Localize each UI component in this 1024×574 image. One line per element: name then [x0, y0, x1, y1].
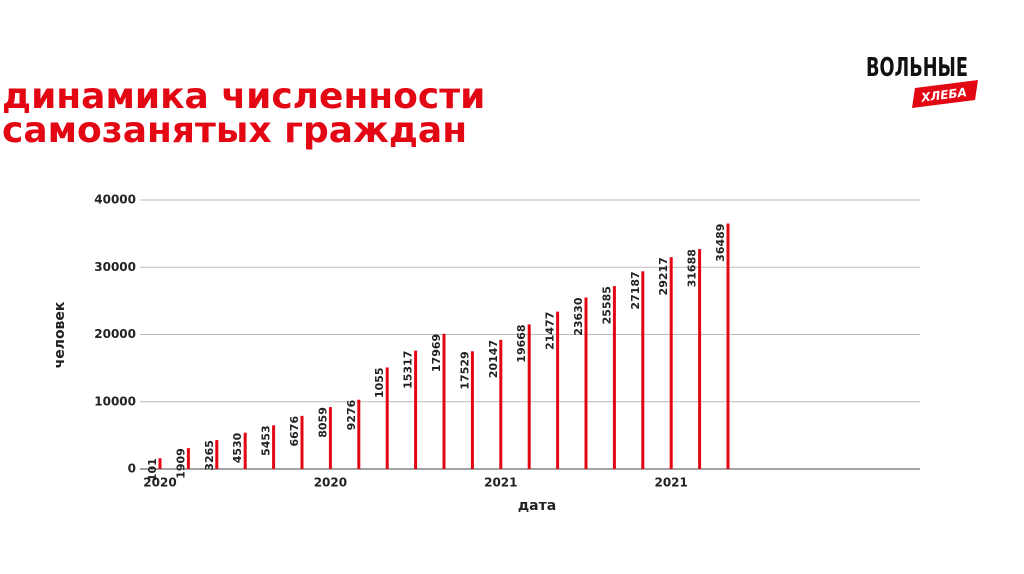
data-annotation: 20147 [487, 340, 500, 378]
bar [726, 223, 730, 469]
x-tick-label: 2020 [314, 476, 347, 490]
bar [470, 351, 474, 469]
bar [584, 297, 588, 469]
data-annotation: 5453 [260, 425, 273, 456]
data-annotation: 9276 [345, 399, 358, 430]
bar [527, 324, 531, 469]
bar [698, 249, 702, 469]
bar [442, 333, 446, 469]
bar [215, 440, 219, 469]
data-annotation: 31688 [686, 249, 699, 287]
data-annotation: 1055 [373, 367, 386, 398]
data-annotation: 17969 [430, 334, 443, 372]
bar [556, 311, 560, 469]
logo: ВОЛЬНЫЕ ХЛЕБА [866, 53, 978, 108]
bar [243, 432, 247, 469]
x-axis-label: дата [518, 498, 556, 514]
bar [414, 350, 418, 469]
bar [328, 407, 332, 469]
bar [641, 271, 645, 469]
bar [385, 367, 389, 469]
bar [357, 399, 361, 469]
y-tick-label: 20000 [94, 327, 136, 341]
bar [272, 425, 276, 469]
data-annotation: 101 [146, 458, 159, 481]
bar [186, 448, 190, 469]
bar [300, 415, 304, 469]
data-annotation: 4530 [231, 432, 244, 463]
data-annotation: 15317 [402, 351, 415, 389]
data-annotation: 8059 [316, 407, 329, 438]
data-annotation: 29217 [657, 257, 670, 295]
data-annotation: 19668 [515, 324, 528, 362]
x-tick-label: 2021 [654, 476, 687, 490]
data-annotation: 36489 [714, 224, 727, 262]
title-line: самозанятых граждан [2, 110, 467, 151]
data-annotation: 17529 [458, 351, 471, 389]
x-tick-label: 2021 [484, 476, 517, 490]
data-annotation: 6676 [288, 416, 301, 447]
data-annotation: 3265 [203, 440, 216, 471]
data-annotation: 1909 [174, 448, 187, 479]
bar [499, 339, 503, 469]
data-annotation: 23630 [572, 297, 585, 336]
logo-text: ВОЛЬНЫЕ [866, 53, 968, 83]
y-tick-label: 10000 [94, 394, 136, 408]
data-annotation: 25585 [600, 286, 613, 324]
data-annotation: 27187 [629, 271, 642, 309]
y-axis-label: человек [52, 301, 68, 368]
bar [158, 458, 162, 469]
x-tick-label: 2020 [143, 476, 176, 490]
bar [612, 286, 616, 469]
y-tick-label: 40000 [94, 193, 136, 207]
bar [669, 257, 673, 469]
logo-badge [912, 80, 978, 108]
title-line: динамика численности [2, 76, 485, 117]
y-tick-label: 30000 [94, 260, 136, 274]
logo-text: ХЛЕБА [919, 85, 967, 105]
y-tick-label: 0 [128, 462, 136, 476]
data-annotation: 21477 [544, 312, 557, 350]
